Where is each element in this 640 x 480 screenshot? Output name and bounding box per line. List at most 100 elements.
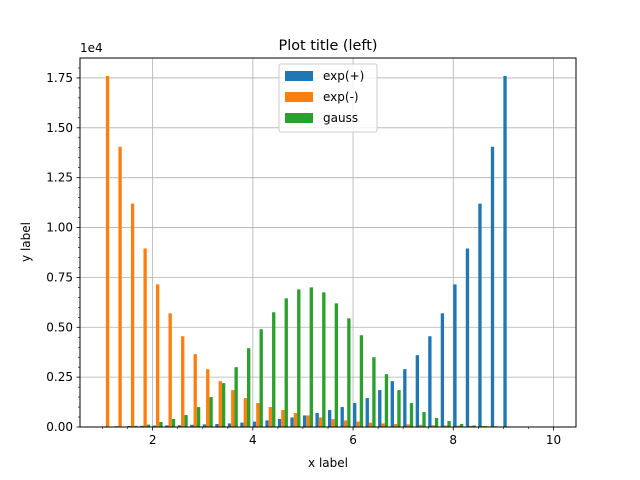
bar-exp(+) (453, 284, 457, 427)
bar-exp(-) (181, 336, 185, 427)
bar-exp(-) (393, 424, 398, 427)
bar-exp(+) (503, 75, 507, 427)
chart-title: Plot title (left) (279, 38, 378, 54)
bar-exp(-) (268, 407, 273, 427)
legend-label: exp(-) (323, 90, 359, 104)
legend-swatch (285, 113, 313, 123)
legend: exp(+) exp(-) gauss (278, 63, 378, 133)
bar-gauss (146, 424, 151, 427)
bar-exp(+) (265, 420, 269, 427)
bar-gauss (134, 425, 138, 427)
bar-gauss (184, 415, 188, 427)
bar-gauss (447, 421, 451, 427)
y-tick-label: 1.00 (46, 221, 73, 235)
bar-exp(-) (218, 381, 222, 427)
bar-exp(+) (227, 423, 232, 427)
bar-gauss (322, 292, 326, 427)
bar-exp(+) (277, 419, 282, 427)
bar-exp(-) (256, 403, 260, 427)
bar-exp(+) (353, 403, 357, 427)
bar-gauss (272, 312, 276, 427)
bar-gauss (372, 357, 376, 427)
bar-exp(+) (140, 425, 144, 427)
bar-exp(-) (168, 313, 172, 427)
y-tick-label: 0.00 (46, 420, 73, 434)
x-tick-label: 4 (249, 433, 257, 447)
bar-gauss (297, 289, 301, 427)
x-axis: 2 4 6 8 10 (102, 427, 561, 447)
bar-exp(+) (177, 425, 182, 427)
y-tick-label: 1.25 (46, 171, 73, 185)
y-tick-label: 1.50 (46, 121, 73, 135)
bar-exp(-) (193, 354, 197, 427)
x-tick-label: 2 (149, 433, 157, 447)
bar-exp(-) (318, 417, 323, 427)
bar-gauss (209, 397, 213, 427)
bar-exp(+) (165, 425, 169, 427)
bar-gauss (384, 374, 389, 427)
y-axis-label: y label (19, 222, 33, 262)
bar-exp(+) (340, 407, 344, 427)
bar-exp(-) (406, 424, 410, 427)
bar-exp(+) (240, 422, 244, 427)
bar-exp(-) (343, 420, 348, 427)
bar-gauss (284, 298, 288, 427)
y-tick-label: 0.75 (46, 270, 73, 284)
x-axis-label: x label (308, 456, 348, 470)
bar-exp(-) (368, 422, 373, 427)
bar-exp(+) (440, 313, 445, 427)
bar-gauss (309, 287, 313, 427)
bar-exp(-) (130, 203, 135, 427)
bar-exp(-) (231, 390, 235, 427)
bar-exp(+) (215, 424, 219, 427)
legend-label: exp(+) (323, 69, 364, 83)
bar-exp(+) (302, 415, 307, 427)
bar-gauss (259, 329, 263, 427)
bar-exp(+) (365, 398, 369, 427)
bar-gauss (159, 422, 163, 427)
y-tick-label: 0.50 (46, 320, 73, 334)
y-tick-label: 1.75 (46, 71, 73, 85)
bar-exp(-) (431, 425, 435, 427)
bar-exp(-) (456, 425, 460, 427)
bar-exp(+) (390, 381, 394, 427)
bar-exp(-) (331, 419, 335, 427)
bar-exp(+) (190, 424, 194, 427)
y-axis: 0.00 0.25 0.50 0.75 1.00 1.25 1.50 1.75 (46, 67, 80, 434)
bar-exp(-) (243, 398, 248, 427)
bar-exp(-) (143, 248, 147, 427)
bar-gauss (334, 303, 339, 427)
y-tick-label: 0.25 (46, 370, 73, 384)
bar-gauss (171, 419, 176, 427)
bar-gauss (409, 403, 414, 427)
bar-exp(-) (206, 369, 210, 427)
bar-exp(+) (152, 425, 156, 427)
bar-gauss (221, 383, 226, 427)
legend-label: gauss (323, 111, 358, 125)
bar-exp(-) (155, 284, 160, 427)
x-tick-label: 10 (546, 433, 561, 447)
bar-gauss (347, 318, 351, 427)
legend-swatch (285, 71, 313, 81)
bar-gauss (247, 348, 251, 427)
bar-exp(-) (444, 425, 448, 427)
bar-exp(+) (202, 424, 207, 427)
bar-gauss (459, 424, 464, 427)
legend-swatch (285, 92, 313, 102)
bar-exp(-) (356, 421, 360, 427)
bar-exp(+) (290, 417, 294, 427)
bars-group (102, 75, 514, 427)
legend-items: exp(+) exp(-) gauss (285, 69, 364, 125)
bar-exp(+) (403, 369, 407, 427)
bar-exp(+) (415, 355, 420, 427)
bar-exp(-) (105, 75, 110, 427)
bar-exp(+) (490, 146, 495, 427)
bar-gauss (196, 407, 201, 427)
bar-exp(-) (293, 413, 298, 427)
bar-exp(+) (428, 336, 432, 427)
bar-exp(+) (465, 248, 470, 427)
bar-exp(-) (281, 410, 285, 427)
bar-exp(+) (378, 390, 382, 427)
bar-exp(-) (469, 425, 473, 427)
